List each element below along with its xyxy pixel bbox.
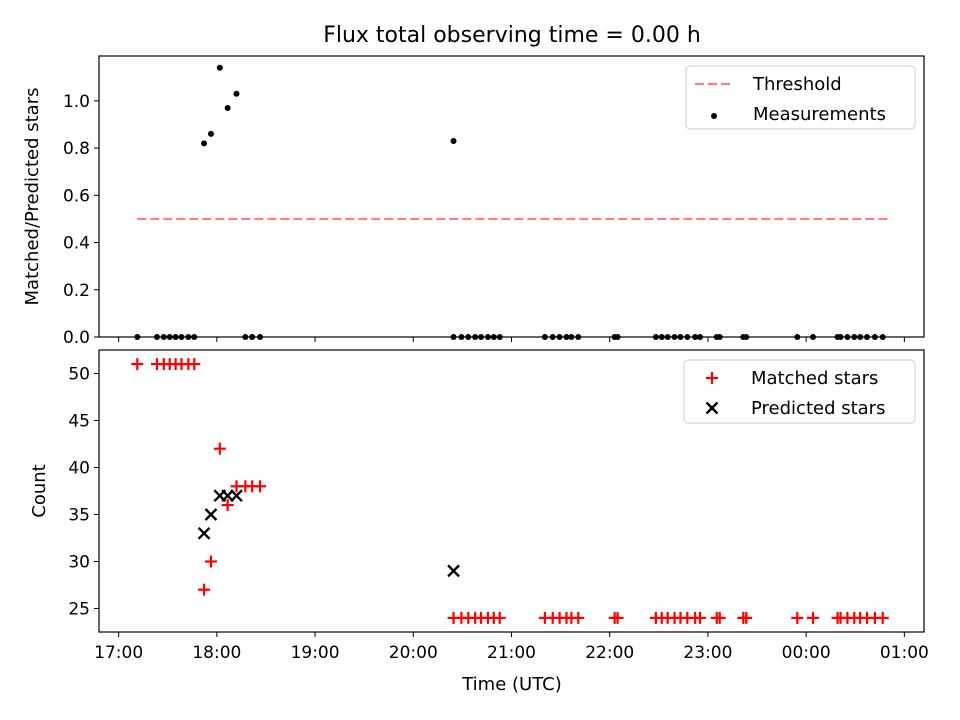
matched-star-point (611, 611, 624, 624)
x-tick-label: 21:00 (487, 643, 536, 663)
legend-matched-swatch (706, 372, 718, 384)
bottom-series-matched-stars (131, 358, 889, 624)
matched-star-point (572, 611, 585, 624)
x-tick-label: 18:00 (192, 643, 241, 663)
matched-star-point (740, 611, 753, 624)
x-tick-label: 19:00 (291, 643, 340, 663)
x-tick-label: 01:00 (880, 643, 929, 663)
bottom-panel: 25 30 35 40 45 50 17:00 18:00 19:00 20:00 21:00 22:… (29, 349, 929, 663)
top-y-tick-label: 0.4 (63, 234, 90, 254)
predicted-star-point (230, 489, 243, 503)
matched-star-point (188, 358, 201, 371)
legend-measurement-swatch (711, 113, 717, 119)
legend-label: Measurements (753, 104, 886, 125)
top-y-tick-label: 0.2 (63, 281, 90, 301)
predicted-star-stroke (204, 508, 218, 521)
legend-box (683, 359, 916, 424)
top-y-tick-label: 0.0 (63, 328, 90, 348)
bottom-y-tick-label: 35 (68, 506, 90, 526)
bottom-y-tick-label: 45 (68, 412, 90, 432)
bottom-legend: Matched stars Predicted stars (683, 359, 916, 424)
legend-label: Threshold (752, 74, 842, 95)
matched-star-point (254, 480, 267, 493)
x-tick-label: 20:00 (389, 643, 438, 663)
x-axis-label: Time (UTC) (461, 674, 562, 695)
top-y-tick-label: 0.8 (63, 139, 90, 159)
bottom-y-tick-label: 30 (68, 553, 90, 573)
x-tick-label: 22:00 (585, 643, 634, 663)
matched-star-point (876, 611, 889, 624)
top-legend: Threshold Measurements (685, 65, 916, 130)
predicted-star-stroke (447, 564, 460, 578)
bottom-y-tick-label: 50 (68, 365, 90, 385)
matched-star-point (791, 611, 804, 624)
top-axes-frame (98, 55, 925, 338)
measurement-point (233, 90, 240, 97)
predicted-star-point (197, 526, 211, 540)
bottom-y-axis-label: Count (29, 464, 50, 517)
chart-title: Flux total observing time = 0.00 h (323, 23, 701, 48)
matched-star-point (694, 611, 707, 624)
x-tick-label: 23:00 (683, 643, 732, 663)
matched-star-point (807, 611, 820, 624)
matched-star-point (204, 555, 217, 568)
matched-star-point (198, 583, 211, 596)
predicted-star-point (447, 564, 460, 578)
legend-label: Matched stars (751, 368, 878, 389)
matched-star-point (213, 442, 226, 455)
top-y-tick-label: 0.6 (63, 186, 90, 206)
bottom-y-tick-label: 40 (68, 459, 90, 479)
bottom-series-predicted-stars (197, 489, 460, 578)
top-panel: 0.0 0.2 0.4 0.6 0.8 1.0 Matched/Predicted star… (22, 55, 925, 348)
predicted-star-stroke (197, 526, 211, 540)
matched-star-point (221, 499, 234, 512)
x-tick-label: 00:00 (782, 643, 831, 663)
measurement-point (216, 64, 223, 71)
top-y-axis-label: Matched/Predicted stars (22, 88, 43, 306)
measurement-point (450, 138, 457, 145)
bottom-axes-frame (98, 349, 925, 633)
predicted-star-point (204, 508, 218, 521)
matched-star-point (713, 611, 726, 624)
matched-star-point (493, 611, 506, 624)
top-y-tick-label: 1.0 (63, 92, 90, 112)
legend-predicted-swatch (705, 401, 719, 415)
legend-predicted-stroke (705, 401, 719, 415)
measurement-point (207, 130, 214, 137)
measurement-point (224, 104, 231, 111)
legend-box (685, 65, 916, 130)
measurement-point (201, 140, 208, 147)
predicted-star-stroke (230, 489, 243, 503)
bottom-y-tick-label: 25 (68, 600, 90, 620)
legend-label: Predicted stars (751, 398, 885, 419)
matched-star-point (131, 358, 144, 371)
x-tick-label: 17:00 (94, 643, 143, 663)
